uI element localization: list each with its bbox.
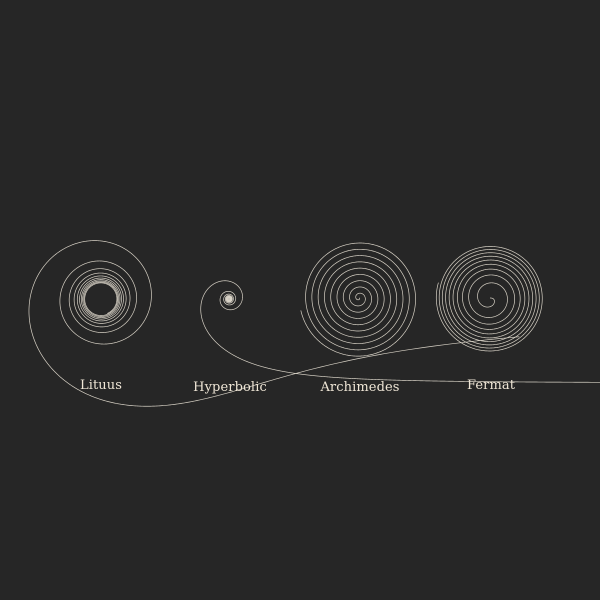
lituus-label: Lituus [80,378,122,393]
archimedes-spiral-curve [300,242,416,357]
hyperbolic-label: Hyperbolic [193,380,267,395]
hyperbolic-spiral-curve [200,280,600,383]
lituus-spiral-curve [28,240,520,407]
archimedes-label: Archimedes [319,380,399,395]
fermat-label: Fermat [467,378,516,393]
fermat-spiral-curve [435,246,543,352]
